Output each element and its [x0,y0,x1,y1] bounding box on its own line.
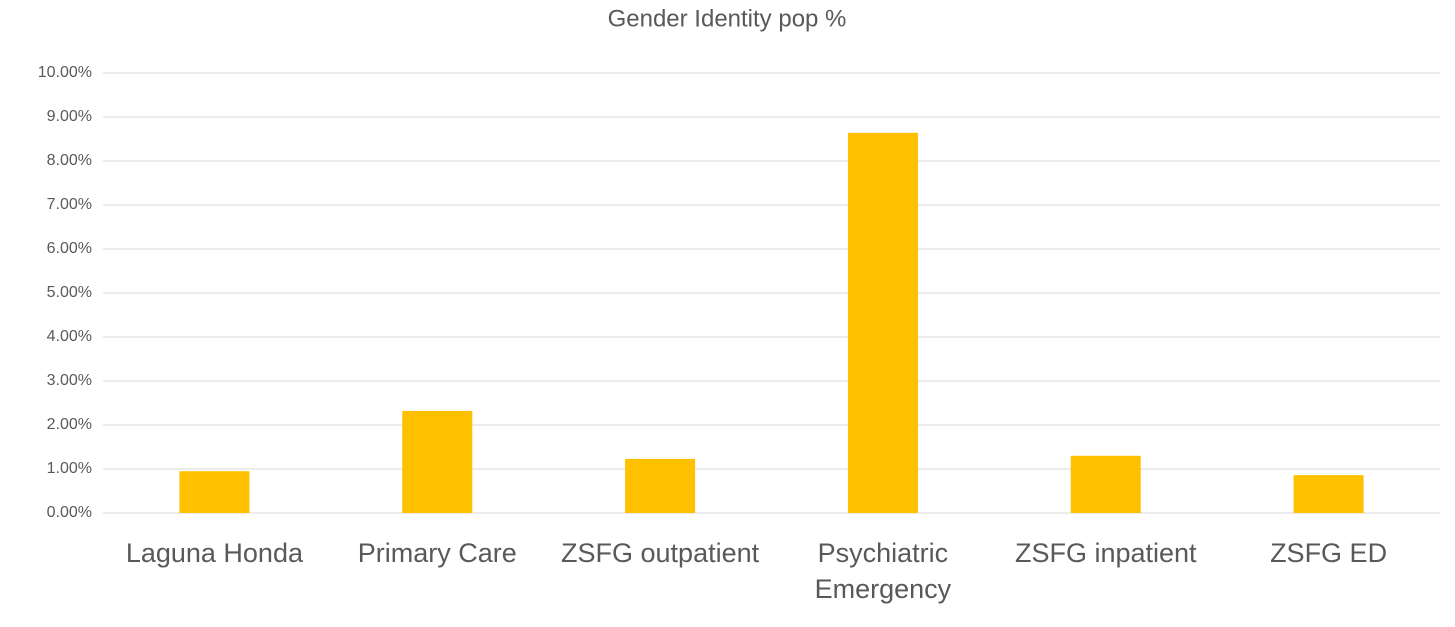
x-tick-label: ZSFG ED [1270,538,1388,568]
y-tick-label: 1.00% [47,460,92,477]
y-tick-label: 8.00% [47,152,92,169]
x-tick-label: ZSFG outpatient [561,538,760,568]
bar [179,471,250,513]
bar [1293,475,1364,513]
bar [847,132,918,513]
y-tick-label: 4.00% [47,328,92,345]
y-tick-label: 5.00% [47,284,92,301]
y-tick-label: 9.00% [47,108,92,125]
bar [1070,455,1141,513]
x-tick-label: Psychiatric Emergency [814,538,952,604]
y-tick-label: 0.00% [47,504,92,521]
bar [625,458,696,513]
y-tick-label: 2.00% [47,416,92,433]
y-tick-label: 3.00% [47,372,92,389]
x-tick-label: Primary Care [357,538,517,568]
chart-title: Gender Identity pop % [608,5,847,32]
y-tick-label: 7.00% [47,196,92,213]
y-tick-label: 10.00% [38,64,92,81]
y-tick-label: 6.00% [47,240,92,257]
bar [402,410,473,513]
x-tick-label: ZSFG inpatient [1014,538,1197,568]
x-tick-label: Laguna Honda [125,538,303,568]
